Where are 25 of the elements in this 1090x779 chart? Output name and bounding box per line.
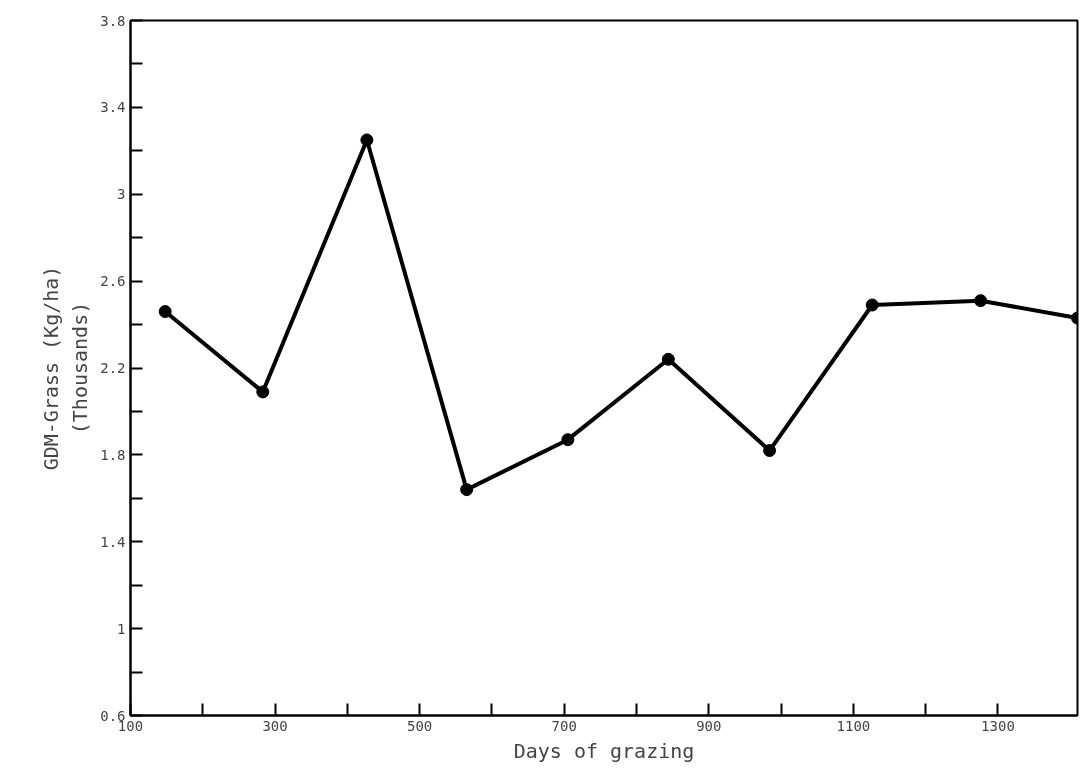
y-tick-label: 3.8 — [100, 12, 126, 29]
point — [460, 483, 474, 497]
y-axis-title: GDM-Grass (Kg/ha) (Thousands) — [39, 265, 93, 471]
x-axis-title: Days of grazing — [513, 738, 695, 763]
y-tick-label: 1 — [117, 620, 126, 637]
y-tick-label: 1.8 — [100, 446, 126, 463]
point — [561, 433, 575, 447]
point — [158, 305, 172, 319]
y-tick-label: 2.6 — [100, 273, 126, 290]
y-tick-label: 3 — [117, 186, 126, 203]
x-tick-label: 1300 — [981, 717, 1015, 734]
point — [256, 385, 270, 399]
x-tick-label: 500 — [407, 717, 433, 734]
point — [974, 294, 988, 308]
y-tick-label: 3.4 — [100, 99, 126, 116]
x-tick-label: 900 — [696, 717, 722, 734]
point — [763, 444, 777, 458]
x-tick-label: 1100 — [836, 717, 871, 734]
y-tick-label: 1.4 — [100, 533, 126, 550]
x-tick-label: 700 — [551, 717, 577, 734]
point — [661, 352, 675, 366]
point — [865, 298, 879, 312]
x-tick-label: 300 — [262, 717, 288, 734]
y-tick-label: 2.2 — [100, 360, 126, 376]
point — [360, 133, 374, 147]
